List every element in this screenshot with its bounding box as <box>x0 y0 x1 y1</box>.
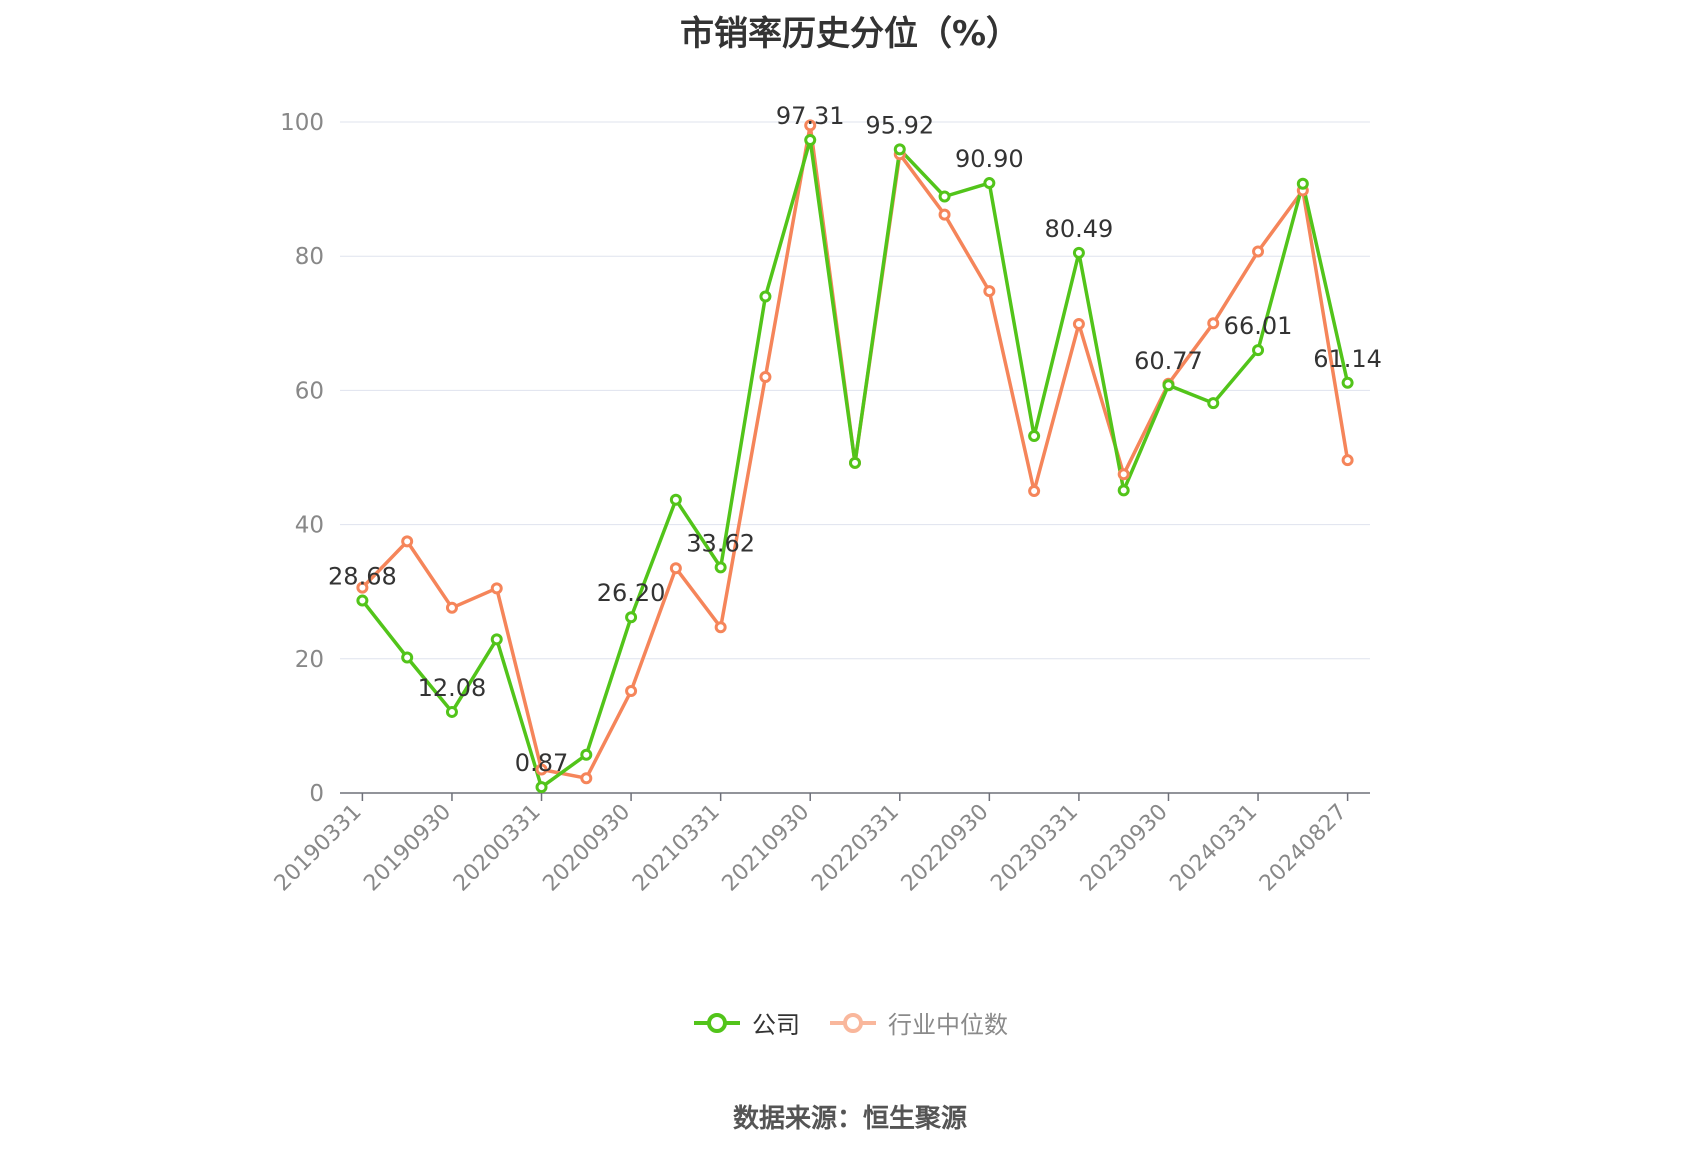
data-label: 97.31 <box>776 102 845 130</box>
data-point-company <box>490 633 503 646</box>
data-point-industry <box>804 119 817 132</box>
data-point-industry <box>535 763 548 776</box>
data-point-industry <box>1207 317 1220 330</box>
data-point-company <box>714 561 727 574</box>
data-point-company <box>445 705 458 718</box>
data-label: 90.90 <box>955 145 1024 173</box>
data-point-company <box>1162 379 1175 392</box>
x-tick-label: 20200930 <box>538 800 635 897</box>
data-point-company <box>1207 397 1220 410</box>
legend-item-company[interactable]: 公司 <box>692 1005 800 1040</box>
legend-label-industry: 行业中位数 <box>888 1011 1008 1039</box>
data-point-industry <box>490 582 503 595</box>
data-point-industry <box>445 601 458 614</box>
data-label: 61.14 <box>1313 345 1382 373</box>
legend-item-industry[interactable]: 行业中位数 <box>828 1005 1008 1040</box>
y-tick-label: 20 <box>295 647 324 673</box>
data-point-industry <box>1117 468 1130 481</box>
data-label: 0.87 <box>515 749 568 777</box>
data-point-company <box>1117 484 1130 497</box>
x-tick-label: 20240827 <box>1255 800 1352 897</box>
data-point-company <box>669 493 682 506</box>
data-label: 12.08 <box>418 674 487 702</box>
data-point-company <box>804 134 817 147</box>
data-label: 60.77 <box>1134 347 1203 375</box>
data-point-industry <box>625 685 638 698</box>
x-tick-label: 20220331 <box>807 800 904 897</box>
y-tick-label: 60 <box>295 378 324 404</box>
data-point-industry <box>1028 485 1041 498</box>
legend-label-company: 公司 <box>752 1011 800 1039</box>
data-label: 95.92 <box>865 111 934 139</box>
data-point-company <box>849 456 861 469</box>
data-point-industry <box>356 581 369 594</box>
data-point-company <box>1252 344 1265 357</box>
x-tick-label: 20200331 <box>449 800 546 897</box>
source-note: 数据来源：恒生聚源 <box>732 1104 967 1134</box>
data-point-company <box>893 143 906 156</box>
data-point-company <box>401 651 414 664</box>
data-label: 80.49 <box>1045 215 1114 243</box>
x-tick-label: 20230930 <box>1076 800 1173 897</box>
y-tick-label: 0 <box>309 781 324 807</box>
x-tick-label: 20190930 <box>359 800 456 897</box>
x-tick-label: 20240331 <box>1165 800 1262 897</box>
x-tick-label: 20230331 <box>986 800 1083 897</box>
data-point-industry <box>983 285 996 298</box>
data-label: 33.62 <box>686 529 755 557</box>
y-tick-label: 80 <box>295 244 324 270</box>
data-point-company <box>1296 177 1309 190</box>
data-point-company <box>1028 430 1041 443</box>
data-point-industry <box>401 535 414 548</box>
data-label: 26.20 <box>597 579 666 607</box>
data-point-company <box>1072 246 1085 259</box>
data-point-industry <box>669 562 682 575</box>
data-label: 28.68 <box>328 563 397 591</box>
legend-line-marker-icon <box>830 1012 876 1033</box>
y-tick-label: 40 <box>295 513 324 539</box>
data-point-industry <box>1252 245 1265 258</box>
data-point-industry <box>580 772 593 785</box>
data-point-company <box>938 190 951 203</box>
data-point-industry <box>1072 317 1085 330</box>
data-point-company <box>983 177 996 190</box>
x-tick-label: 20210930 <box>718 800 815 897</box>
data-point-industry <box>938 208 951 221</box>
legend: 公司 行业中位数 <box>0 1005 1700 1040</box>
chart-title: 市销率历史分位（%） <box>679 14 1021 54</box>
y-tick-label: 100 <box>280 110 324 136</box>
data-point-company <box>580 748 593 761</box>
x-tick-label: 20220930 <box>897 800 994 897</box>
data-label: 66.01 <box>1224 312 1293 340</box>
data-point-industry <box>759 370 772 383</box>
data-point-company <box>759 290 772 303</box>
data-point-company <box>535 781 548 794</box>
legend-line-marker-icon <box>694 1012 740 1033</box>
data-point-company <box>625 611 638 624</box>
x-tick-label: 20190331 <box>270 800 367 897</box>
data-point-company <box>1341 376 1354 389</box>
data-point-industry <box>714 621 727 634</box>
data-point-industry <box>1341 454 1354 467</box>
x-tick-label: 20210331 <box>628 800 725 897</box>
data-point-company <box>356 594 369 607</box>
